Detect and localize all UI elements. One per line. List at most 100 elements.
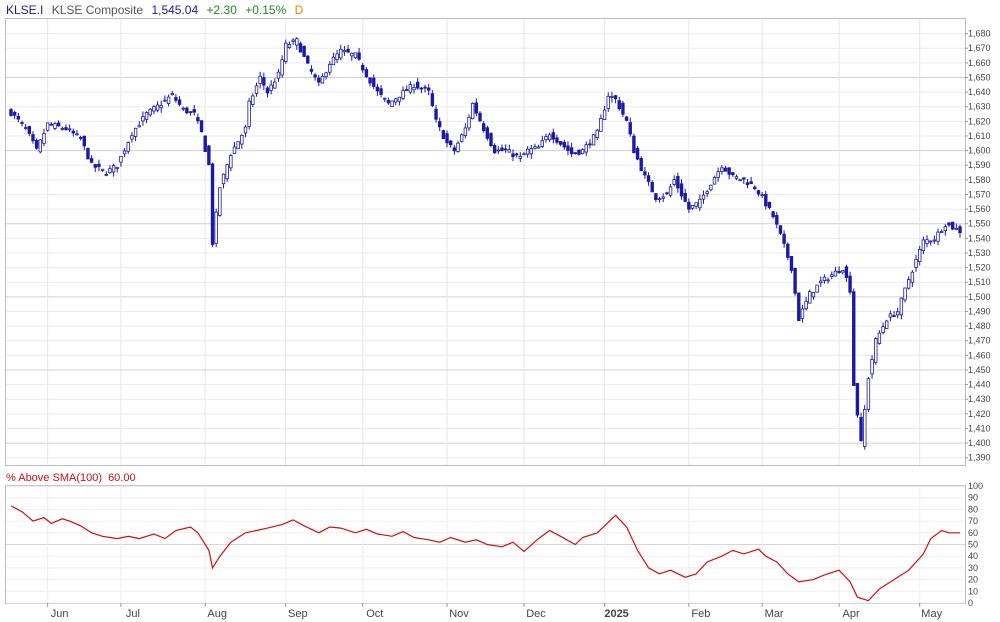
candle-body-down: [947, 222, 951, 226]
candle-body-up: [339, 48, 343, 59]
indicator-tick-label: 100: [968, 481, 983, 491]
candle-body-down: [753, 186, 757, 190]
candle-body-down: [375, 86, 380, 92]
candle-body-up: [342, 49, 347, 53]
candle-body-down: [628, 122, 632, 135]
candle-body-up: [610, 96, 614, 98]
date-tick-label: Dec: [526, 608, 546, 620]
indicator-tick-label: 0: [968, 598, 973, 608]
candle-body-down: [196, 117, 200, 122]
price-panel-frame: [5, 18, 966, 466]
candle-body-up: [698, 198, 702, 209]
candle-body-up: [280, 59, 284, 76]
candle-body-down: [793, 268, 797, 294]
candle-body-down: [430, 93, 435, 107]
candle-body-up: [225, 164, 229, 180]
candle-body-up: [320, 75, 325, 84]
candle-body-down: [177, 99, 182, 105]
candle-body-down: [613, 95, 618, 100]
candle-body-down: [481, 123, 486, 132]
candle-body-up: [932, 239, 937, 242]
candle-body-up: [496, 149, 501, 152]
candle-body-up: [221, 173, 226, 185]
candle-body-down: [958, 226, 962, 234]
indicator-tick-label: 20: [968, 575, 978, 585]
period-label[interactable]: D: [294, 3, 304, 17]
candle-body-down: [448, 140, 453, 146]
candle-body-up: [694, 202, 698, 207]
candle-body-up: [133, 127, 138, 137]
candle-body-down: [555, 137, 559, 143]
candle-body-up: [155, 104, 160, 111]
candle-body-up: [907, 279, 911, 289]
price-tick-label: 1,410: [968, 423, 991, 433]
price-tick-label: 1,480: [968, 321, 991, 331]
candle-body-up: [130, 135, 134, 140]
candle-body-down: [687, 201, 691, 210]
candle-body-down: [262, 77, 266, 86]
candle-body-up: [119, 155, 123, 163]
price-change-percent: +0.15%: [245, 3, 287, 17]
candle-body-up: [544, 136, 548, 141]
candle-body-down: [797, 292, 801, 322]
price-tick-label: 1,600: [968, 146, 991, 156]
candle-body-down: [573, 152, 577, 154]
candle-body-up: [456, 142, 460, 152]
candle-body-up: [712, 177, 717, 185]
date-tick-label: Jul: [126, 608, 140, 620]
candle-body-down: [569, 147, 574, 155]
candle-body-up: [661, 196, 665, 199]
candle-body-up: [910, 271, 915, 283]
candle-body-up: [459, 134, 464, 142]
symbol-label[interactable]: KLSE.I: [6, 3, 44, 17]
price-tick-label: 1,620: [968, 116, 991, 126]
candle-body-up: [921, 239, 926, 252]
candle-body-down: [445, 133, 449, 144]
candle-body-down: [427, 87, 431, 91]
candle-body-down: [441, 130, 446, 140]
price-tick-label: 1,590: [968, 160, 991, 170]
candle-body-down: [423, 86, 427, 89]
candle-body-down: [379, 88, 383, 95]
candle-body-up: [137, 125, 141, 128]
candle-body-up: [939, 231, 944, 233]
candle-body-down: [298, 43, 303, 53]
candle-body-up: [863, 409, 867, 447]
candle-body-down: [492, 145, 497, 154]
candle-body-down: [302, 45, 306, 57]
indicator-tick-label: 40: [968, 551, 978, 561]
candle-body-down: [635, 147, 640, 160]
date-axis: Jun Jul Aug Sep Oct Nov Dec 2025 Feb Mar Apr May: [47, 603, 943, 620]
price-tick-label: 1,500: [968, 292, 991, 302]
candle-body-down: [207, 145, 211, 166]
candle-body-up: [397, 96, 402, 102]
candle-body-up: [331, 56, 336, 66]
candle-body-up: [45, 122, 50, 131]
date-tick-label: Jun: [51, 608, 69, 620]
price-tick-label: 1,630: [968, 102, 991, 112]
candle-body-up: [826, 279, 830, 282]
candle-body-down: [474, 102, 479, 114]
candle-body-up: [467, 116, 471, 129]
indicator-label[interactable]: % Above SMA(100): [6, 472, 102, 484]
candle-body-down: [588, 143, 592, 146]
candle-body-up: [291, 39, 295, 42]
candle-body-up: [258, 75, 262, 84]
candle-body-down: [503, 148, 508, 151]
candle-body-up: [599, 118, 603, 132]
price-tick-label: 1,420: [968, 409, 991, 419]
candle-body-up: [800, 308, 805, 319]
candle-body-down: [775, 214, 779, 225]
candle-body-down: [78, 137, 83, 139]
candle-body-up: [928, 240, 933, 243]
price-tick-label: 1,530: [968, 248, 991, 258]
candle-body-down: [199, 120, 204, 133]
candle-body-up: [874, 338, 878, 363]
date-tick-label: Oct: [366, 608, 383, 620]
candle-body-up: [888, 313, 893, 318]
date-tick-label: May: [921, 608, 942, 620]
candle-body-down: [174, 97, 178, 101]
candle-body-up: [269, 84, 273, 91]
candle-body-up: [709, 184, 713, 191]
candle-body-up: [738, 179, 742, 181]
